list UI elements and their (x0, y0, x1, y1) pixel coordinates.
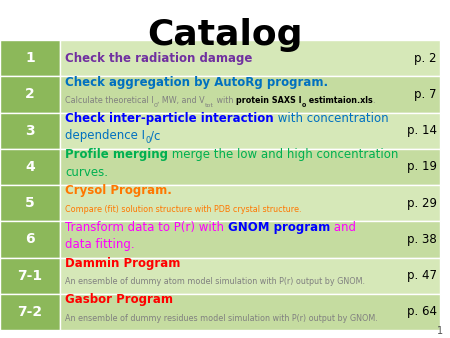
Text: Check the radiation damage: Check the radiation damage (65, 52, 252, 65)
Text: 1: 1 (437, 326, 443, 336)
Text: curves.: curves. (65, 166, 108, 178)
Text: An ensemble of dummy residues model simulation with P(r) output by GNOM.: An ensemble of dummy residues model simu… (65, 314, 378, 322)
Text: data fitting.: data fitting. (65, 238, 135, 251)
Text: estimtaion.xls: estimtaion.xls (306, 96, 373, 105)
Bar (60, 294, 440, 330)
Text: Check aggregation by AutoRg program.: Check aggregation by AutoRg program. (65, 76, 328, 89)
Text: An ensemble of dummy atom model simulation with P(r) output by GNOM.: An ensemble of dummy atom model simulati… (65, 277, 365, 286)
Text: Transform data to P(r) with: Transform data to P(r) with (65, 221, 228, 234)
Bar (0, 294, 60, 330)
Bar (60, 76, 440, 113)
Text: .: . (373, 96, 375, 105)
Text: , MW, and V: , MW, and V (158, 96, 205, 105)
Text: 5: 5 (25, 196, 35, 210)
Bar (0, 113, 60, 149)
Text: p. 2: p. 2 (414, 52, 437, 65)
Text: and: and (330, 221, 356, 234)
Text: 1: 1 (25, 51, 35, 65)
Bar (0, 149, 60, 185)
Text: p. 19: p. 19 (407, 160, 437, 173)
Text: p. 38: p. 38 (407, 233, 437, 246)
Bar (0, 258, 60, 294)
Bar (0, 221, 60, 258)
Bar (0, 76, 60, 113)
Text: p. 64: p. 64 (407, 305, 437, 318)
Text: GNOM program: GNOM program (228, 221, 330, 234)
Text: Profile merging: Profile merging (65, 148, 168, 161)
Text: Gasbor Program: Gasbor Program (65, 293, 173, 306)
Text: Check inter-particle interaction: Check inter-particle interaction (65, 112, 274, 125)
Bar (60, 258, 440, 294)
Text: 0: 0 (302, 103, 306, 108)
Text: 7-2: 7-2 (18, 305, 43, 319)
Text: p. 7: p. 7 (414, 88, 437, 101)
Text: with: with (214, 96, 236, 105)
Text: dependence I: dependence I (65, 129, 145, 142)
Text: protein SAXS I: protein SAXS I (236, 96, 302, 105)
Text: merge the low and high concentration: merge the low and high concentration (168, 148, 398, 161)
Text: 4: 4 (25, 160, 35, 174)
Text: p. 47: p. 47 (407, 269, 437, 282)
Text: 3: 3 (25, 124, 35, 138)
Text: /c: /c (150, 129, 161, 142)
Bar (0, 185, 60, 221)
Text: tot: tot (205, 103, 214, 108)
Text: 2: 2 (25, 88, 35, 101)
Bar (60, 113, 440, 149)
Text: Compare (fit) solution structure with PDB crystal structure.: Compare (fit) solution structure with PD… (65, 205, 302, 214)
Text: Calculate theoretical I: Calculate theoretical I (65, 96, 153, 105)
Text: Catalog: Catalog (147, 18, 303, 52)
Text: with concentration: with concentration (274, 112, 388, 125)
Text: 7-1: 7-1 (18, 269, 43, 283)
Text: p. 14: p. 14 (407, 124, 437, 137)
Bar (0, 40, 60, 76)
Bar (60, 221, 440, 258)
Text: 0: 0 (153, 103, 158, 108)
Bar (60, 40, 440, 76)
Bar (60, 185, 440, 221)
Text: p. 29: p. 29 (407, 197, 437, 210)
Text: 6: 6 (25, 233, 35, 246)
Text: 0: 0 (145, 136, 150, 145)
Bar (60, 149, 440, 185)
Text: Dammin Program: Dammin Program (65, 257, 180, 270)
Text: Crysol Program.: Crysol Program. (65, 185, 172, 197)
